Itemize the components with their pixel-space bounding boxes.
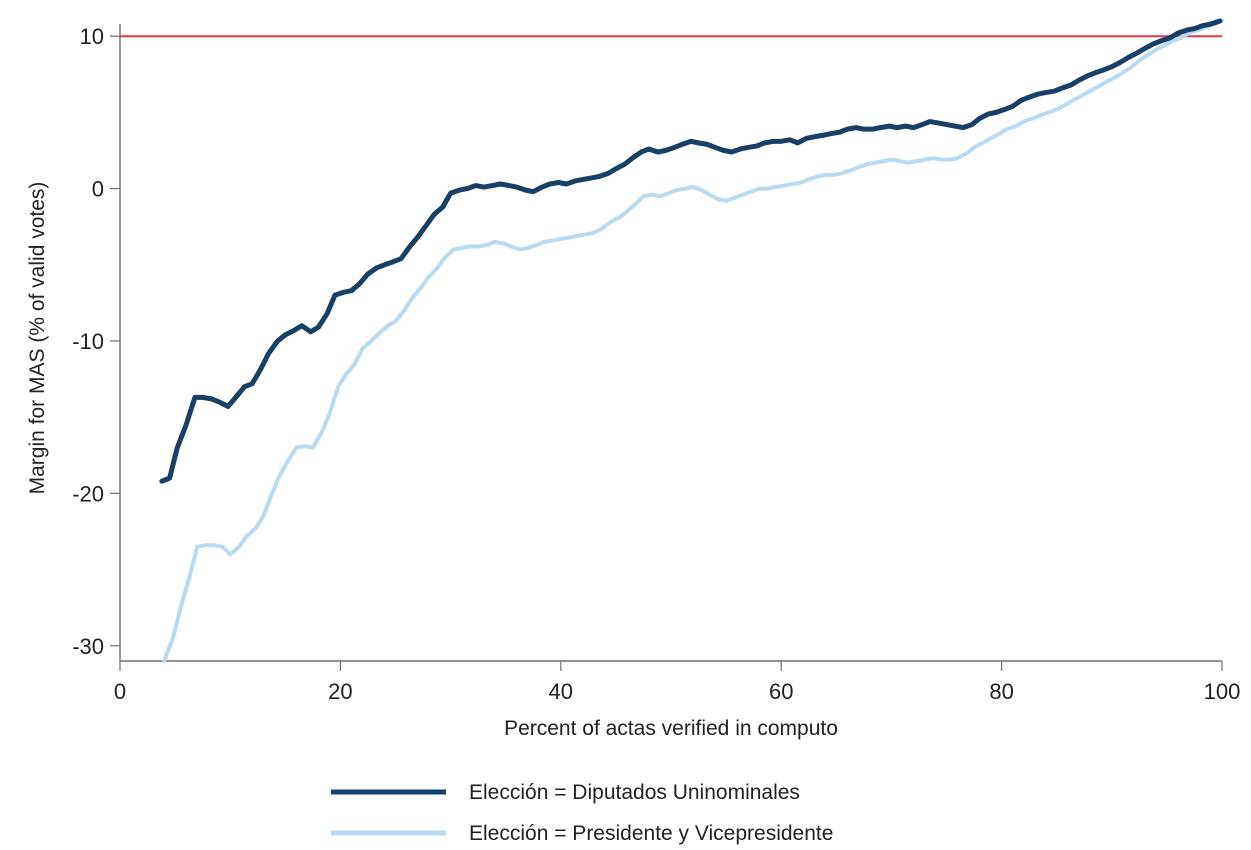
y-axis-title: Margin for MAS (% of valid votes): [26, 182, 49, 495]
legend-label-diputados: Elección = Diputados Uninominales: [469, 781, 800, 804]
y-tick-label: -20: [72, 481, 104, 506]
x-tick-label: 100: [1204, 679, 1241, 704]
legend-label-presidente: Elección = Presidente y Vicepresidente: [469, 822, 833, 845]
legend: Elección = Diputados Uninominales Elecci…: [331, 781, 833, 845]
x-axis-title: Percent of actas verified in computo: [504, 717, 838, 740]
x-tick-label: 60: [769, 679, 793, 704]
x-tick-label: 80: [989, 679, 1013, 704]
y-tick-label: 10: [80, 24, 104, 49]
series-group: [159, 18, 1224, 663]
y-tick-label: 0: [92, 177, 104, 202]
y-tick-label: -10: [72, 329, 104, 354]
y-tick-label: -30: [72, 634, 104, 659]
series-line-diputados: [159, 18, 1223, 484]
x-tick-label: 20: [328, 679, 352, 704]
axes-group: [119, 24, 1222, 662]
x-tick-label: 40: [549, 679, 573, 704]
series-line-presidente: [162, 18, 1224, 663]
x-tick-label: 0: [114, 679, 126, 704]
